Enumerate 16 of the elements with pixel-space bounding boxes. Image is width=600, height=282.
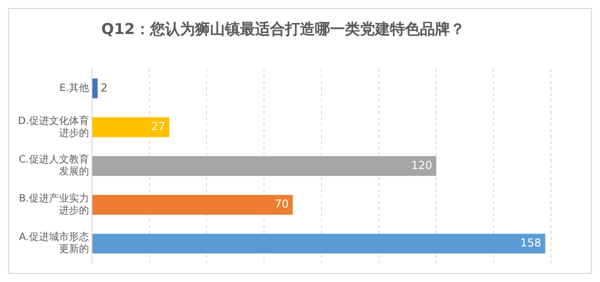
bar: [92, 156, 436, 176]
y-tick-label: A.促进城市形态更新的: [19, 231, 89, 256]
y-tick-label: D.促进文化体育进步的: [18, 114, 89, 139]
y-tick-label: E.其他: [59, 82, 89, 94]
data-label: 120: [411, 158, 432, 172]
y-tick-label: B.促进产业实力进步的: [18, 192, 89, 216]
data-label: 158: [520, 236, 542, 250]
chart-title: Q12：您认为狮山镇最适合打造哪一类党建特色品牌？: [101, 20, 465, 38]
bar: [92, 194, 293, 215]
data-label: 27: [151, 120, 166, 134]
bar: [92, 78, 98, 98]
bar: [92, 117, 170, 138]
data-label: 2: [100, 81, 108, 94]
y-tick-label: C.促进人文教育发展的: [18, 154, 89, 178]
data-label: 70: [274, 198, 289, 211]
bar: [92, 234, 546, 254]
